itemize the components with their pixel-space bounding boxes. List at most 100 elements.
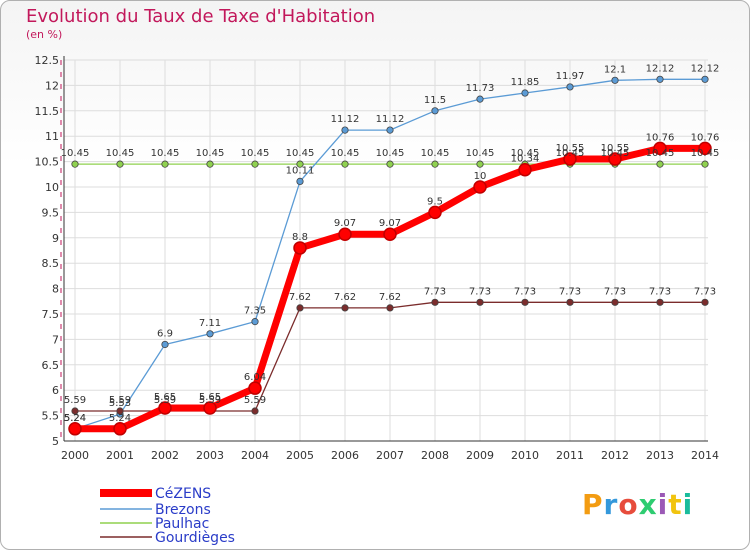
data-point xyxy=(611,76,619,84)
data-label: 10.45 xyxy=(151,148,180,159)
data-label: 5.24 xyxy=(64,413,86,424)
data-label: 10.45 xyxy=(196,148,225,159)
data-label: 5.65 xyxy=(154,392,176,403)
data-point xyxy=(473,180,487,194)
data-label: 7.62 xyxy=(334,292,356,303)
data-label: 10.55 xyxy=(556,143,585,154)
data-point xyxy=(611,298,619,306)
data-label: 10.55 xyxy=(601,143,630,154)
data-label: 10.45 xyxy=(466,148,495,159)
y-tick-label: 6.5 xyxy=(42,359,60,372)
data-point xyxy=(296,177,304,186)
data-label: 5.65 xyxy=(199,392,221,403)
data-label: 10.45 xyxy=(601,148,630,159)
data-label: 10.45 xyxy=(286,148,315,159)
data-label: 10 xyxy=(474,171,487,182)
data-label: 11.73 xyxy=(466,83,495,94)
data-point xyxy=(116,160,124,168)
data-point xyxy=(518,162,532,177)
data-point xyxy=(158,401,172,415)
x-tick-label: 2011 xyxy=(556,449,584,462)
data-label: 5.59 xyxy=(154,395,176,406)
data-point xyxy=(161,340,169,349)
data-point xyxy=(338,227,352,241)
y-tick-label: 11 xyxy=(45,130,59,143)
data-label: 10.45 xyxy=(61,148,90,159)
proxiti-logo: Proxiti xyxy=(582,488,693,521)
data-label: 11.97 xyxy=(556,71,585,82)
x-tick-label: 2006 xyxy=(331,449,359,462)
data-point xyxy=(656,75,664,83)
data-point xyxy=(251,160,259,168)
logo-letter: i xyxy=(682,488,694,521)
data-label: 5.53 xyxy=(109,398,131,409)
data-point xyxy=(341,304,349,312)
data-point xyxy=(296,304,304,312)
logo-letter: o xyxy=(618,488,639,521)
data-label: 10.45 xyxy=(241,148,270,159)
x-tick-label: 2005 xyxy=(286,449,314,462)
data-label: 10.76 xyxy=(646,132,675,143)
data-point xyxy=(161,160,169,168)
y-tick-label: 8 xyxy=(52,283,59,296)
data-label: 11.85 xyxy=(511,77,540,88)
data-label: 6.04 xyxy=(244,372,266,383)
data-point xyxy=(386,126,394,134)
data-label: 5.24 xyxy=(64,413,86,424)
x-tick-label: 2012 xyxy=(601,449,629,462)
data-point xyxy=(431,107,439,115)
x-tick-label: 2014 xyxy=(691,449,719,462)
x-tick-label: 2013 xyxy=(646,449,674,462)
data-point xyxy=(386,160,394,168)
data-point xyxy=(476,160,484,168)
y-tick-label: 9.5 xyxy=(42,206,60,219)
data-point xyxy=(656,160,664,168)
data-label: 10.45 xyxy=(421,148,450,159)
data-label: 12.1 xyxy=(604,64,626,75)
data-point xyxy=(383,227,397,241)
y-tick-label: 8.5 xyxy=(42,257,60,270)
y-tick-label: 10.5 xyxy=(35,156,60,169)
y-tick-label: 7 xyxy=(52,333,59,346)
data-point xyxy=(521,89,529,97)
data-label: 7.73 xyxy=(559,286,581,297)
logo-letter: x xyxy=(638,488,658,521)
data-point xyxy=(566,298,574,306)
x-tick-label: 2004 xyxy=(241,449,269,462)
data-label: 12.12 xyxy=(691,63,720,74)
data-label: 7.35 xyxy=(244,306,266,317)
data-label: 5.24 xyxy=(109,413,131,424)
data-label: 7.73 xyxy=(514,286,536,297)
data-label: 10.45 xyxy=(556,148,585,159)
data-label: 10.45 xyxy=(691,148,720,159)
data-label: 9.5 xyxy=(427,196,443,207)
data-label: 11.5 xyxy=(424,95,446,106)
data-point xyxy=(656,298,664,306)
data-label: 7.73 xyxy=(469,286,491,297)
x-tick-label: 2002 xyxy=(151,449,179,462)
data-point xyxy=(431,160,439,168)
x-tick-label: 2007 xyxy=(376,449,404,462)
data-point xyxy=(248,381,262,395)
data-label: 5.59 xyxy=(244,395,266,406)
data-label: 9.07 xyxy=(334,218,356,229)
data-point xyxy=(431,298,439,306)
logo-letter: r xyxy=(603,488,619,521)
y-tick-label: 12 xyxy=(45,79,59,92)
data-point xyxy=(701,160,709,168)
data-point xyxy=(701,75,709,83)
data-label: 7.73 xyxy=(424,286,446,297)
x-tick-label: 2003 xyxy=(196,449,224,462)
chart-subtitle: (en %) xyxy=(26,28,63,41)
data-point xyxy=(71,407,79,415)
data-point xyxy=(341,160,349,168)
legend-label: Gourdièges xyxy=(155,530,235,546)
y-tick-label: 7.5 xyxy=(42,308,60,321)
data-point xyxy=(698,141,712,156)
data-label: 7.73 xyxy=(604,286,626,297)
data-label: 9.07 xyxy=(379,218,401,229)
data-label: 10.45 xyxy=(511,148,540,159)
data-point xyxy=(68,422,82,436)
